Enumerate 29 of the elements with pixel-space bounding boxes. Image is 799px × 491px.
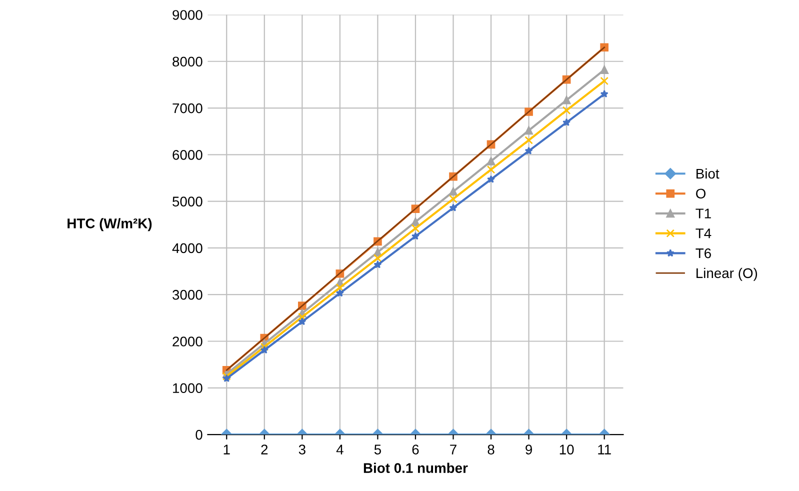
legend-label: T6 bbox=[696, 248, 711, 258]
y-tick-label: 1000 bbox=[173, 383, 202, 394]
y-tick-label: 9000 bbox=[172, 10, 202, 20]
legend-label: Linear (O) bbox=[696, 268, 758, 281]
y-tick-label: 6000 bbox=[172, 150, 202, 160]
y-tick-label: 8000 bbox=[172, 56, 202, 67]
x-axis-title: Biot 0.1 number bbox=[364, 462, 468, 473]
x-tick-label: 5 bbox=[374, 444, 381, 454]
legend-label: T4 bbox=[696, 228, 712, 238]
x-tick-label: 3 bbox=[298, 444, 306, 454]
y-tick-label: 4000 bbox=[172, 243, 202, 254]
legend-label: O bbox=[696, 188, 706, 199]
legend-label: T1 bbox=[696, 208, 711, 218]
x-tick-label: 2 bbox=[261, 444, 268, 454]
x-tick-label: 1 bbox=[224, 444, 230, 454]
y-axis-title: HTC (W/m²K) bbox=[68, 218, 152, 232]
y-tick-label: 5000 bbox=[172, 196, 202, 206]
x-tick-label: 4 bbox=[336, 444, 344, 454]
x-tick-label: 7 bbox=[450, 444, 456, 454]
x-tick-label: 6 bbox=[412, 444, 419, 454]
legend-label: Biot bbox=[696, 168, 720, 179]
y-tick-label: 3000 bbox=[172, 290, 202, 300]
x-tick-label: 9 bbox=[526, 444, 532, 454]
x-tick-label: 10 bbox=[560, 444, 574, 454]
y-tick-label: 7000 bbox=[172, 103, 202, 114]
x-tick-label: 11 bbox=[598, 444, 611, 454]
y-tick-label: 2000 bbox=[172, 336, 202, 346]
x-tick-label: 8 bbox=[488, 444, 494, 454]
y-tick-label: 0 bbox=[196, 430, 202, 440]
